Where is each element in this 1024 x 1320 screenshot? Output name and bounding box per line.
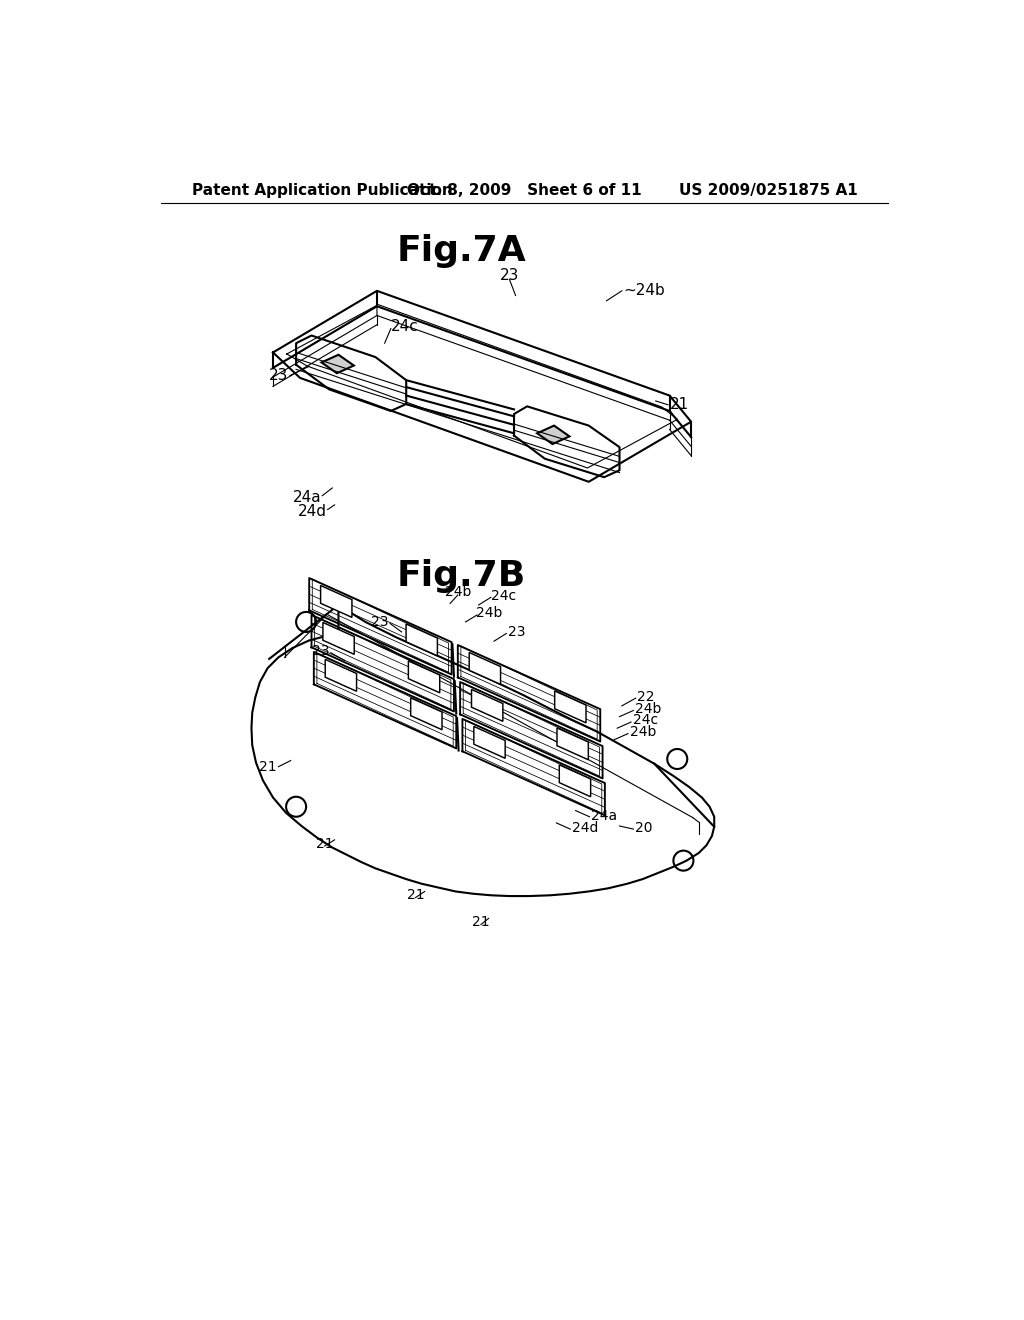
Text: US 2009/0251875 A1: US 2009/0251875 A1 <box>679 183 857 198</box>
Text: 24c: 24c <box>633 714 657 727</box>
Polygon shape <box>326 660 356 692</box>
Text: 23: 23 <box>269 368 289 383</box>
Polygon shape <box>322 355 354 374</box>
Polygon shape <box>411 698 442 730</box>
Polygon shape <box>321 586 352 618</box>
Polygon shape <box>407 624 437 656</box>
Text: 23: 23 <box>508 624 525 639</box>
Polygon shape <box>557 727 589 760</box>
Text: 24c: 24c <box>490 589 516 603</box>
Polygon shape <box>555 690 586 723</box>
Polygon shape <box>323 623 354 655</box>
Text: 24b: 24b <box>475 606 502 619</box>
Text: 24d: 24d <box>571 821 598 836</box>
Polygon shape <box>409 661 439 693</box>
Polygon shape <box>469 652 501 684</box>
Text: 21: 21 <box>259 760 276 774</box>
Text: Oct. 8, 2009   Sheet 6 of 11: Oct. 8, 2009 Sheet 6 of 11 <box>408 183 642 198</box>
Text: 21: 21 <box>472 915 489 929</box>
Text: 21: 21 <box>407 888 424 903</box>
Text: 24b: 24b <box>444 585 471 599</box>
Text: Fig.7A: Fig.7A <box>396 234 526 268</box>
Text: Fig.7B: Fig.7B <box>397 558 526 593</box>
Polygon shape <box>559 764 591 797</box>
Text: 23: 23 <box>311 644 330 659</box>
Text: 22: 22 <box>637 690 654 705</box>
Text: 24d: 24d <box>298 503 327 519</box>
Text: 24a: 24a <box>591 809 617 822</box>
Text: 24b: 24b <box>630 725 656 739</box>
Text: 23: 23 <box>371 615 388 628</box>
Polygon shape <box>471 689 503 721</box>
Text: 24c: 24c <box>391 318 419 334</box>
Text: 24b: 24b <box>635 702 662 715</box>
Text: 24a: 24a <box>293 490 322 504</box>
Text: Patent Application Publication: Patent Application Publication <box>193 183 453 198</box>
Polygon shape <box>474 726 505 758</box>
Text: 21: 21 <box>670 397 689 412</box>
Text: 23: 23 <box>500 268 519 282</box>
Text: 20: 20 <box>635 821 652 836</box>
Polygon shape <box>538 425 569 444</box>
Text: 21: 21 <box>315 837 334 850</box>
Text: ~24b: ~24b <box>624 284 666 298</box>
